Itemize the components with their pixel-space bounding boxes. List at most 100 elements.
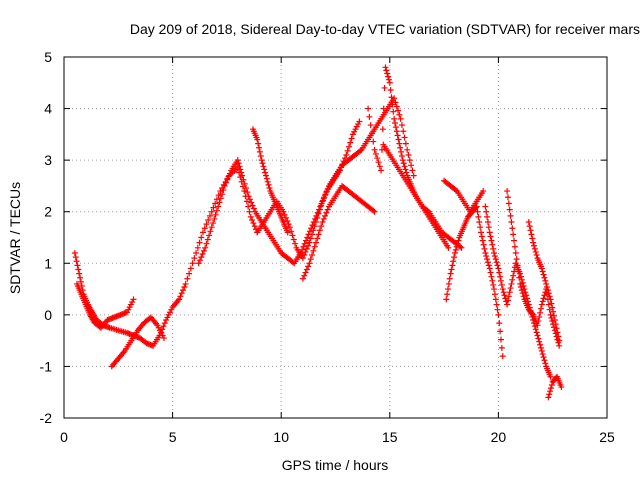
data-point-interp bbox=[398, 122, 405, 129]
data-point bbox=[495, 265, 502, 272]
data-point-interp bbox=[527, 227, 534, 234]
data-point-interp bbox=[311, 223, 318, 230]
data-point bbox=[491, 249, 498, 256]
data-point-interp bbox=[301, 240, 308, 247]
series-sat-n bbox=[525, 219, 563, 344]
data-point bbox=[312, 219, 319, 226]
data-point-interp bbox=[487, 269, 494, 276]
data-point-interp bbox=[496, 320, 503, 327]
data-point-interp bbox=[483, 253, 490, 260]
data-point bbox=[458, 244, 465, 251]
data-point-interp bbox=[485, 262, 492, 269]
data-point-interp bbox=[396, 111, 403, 118]
data-point-interp bbox=[529, 235, 536, 242]
data-point-interp bbox=[510, 272, 517, 279]
data-point-interp bbox=[289, 259, 296, 266]
data-point bbox=[382, 64, 389, 71]
data-point-interp bbox=[314, 209, 321, 216]
data-point-interp bbox=[284, 217, 291, 224]
data-point bbox=[284, 229, 291, 236]
data-point-interp bbox=[266, 184, 273, 191]
y-tick-label: 2 bbox=[44, 204, 52, 220]
data-point-interp bbox=[374, 155, 381, 162]
data-point-interp bbox=[303, 266, 310, 273]
data-point-interp bbox=[498, 336, 505, 343]
data-point-interp bbox=[204, 236, 211, 243]
data-point-interp bbox=[444, 291, 451, 298]
data-point-interp bbox=[194, 244, 201, 251]
data-point-interp bbox=[541, 274, 548, 281]
data-point-interp bbox=[554, 329, 561, 336]
data-point-interp bbox=[210, 204, 217, 211]
data-point-interp bbox=[520, 293, 527, 300]
data-point-interp bbox=[370, 207, 377, 214]
data-point-interp bbox=[393, 128, 400, 135]
data-point-interp bbox=[253, 226, 260, 233]
data-point-interp bbox=[518, 287, 525, 294]
data-point bbox=[504, 188, 511, 195]
data-point-interp bbox=[314, 235, 321, 242]
data-point-interp bbox=[535, 318, 542, 325]
data-point-interp bbox=[196, 239, 203, 246]
data-points bbox=[71, 64, 565, 401]
data-point-interp bbox=[531, 245, 538, 252]
data-point-interp bbox=[505, 200, 512, 207]
data-point-interp bbox=[542, 360, 549, 367]
data-point-interp bbox=[203, 240, 210, 247]
data-point-interp bbox=[400, 160, 407, 167]
data-point-interp bbox=[519, 279, 526, 286]
data-point-interp bbox=[398, 153, 405, 160]
y-tick-label: -2 bbox=[40, 410, 53, 426]
data-point-interp bbox=[475, 213, 482, 220]
data-point-interp bbox=[504, 194, 511, 201]
data-point-interp bbox=[480, 241, 487, 248]
data-point-interp bbox=[200, 247, 207, 254]
data-point-interp bbox=[531, 323, 538, 330]
data-point-interp bbox=[216, 199, 223, 206]
data-point-interp bbox=[494, 306, 501, 313]
data-point-interp bbox=[478, 233, 485, 240]
x-tick-label: 5 bbox=[169, 429, 177, 445]
data-point bbox=[495, 311, 502, 318]
data-point bbox=[410, 172, 417, 179]
data-point-interp bbox=[526, 223, 533, 230]
data-point-interp bbox=[207, 228, 214, 235]
data-point-interp bbox=[161, 320, 168, 327]
data-point bbox=[521, 286, 528, 293]
data-point bbox=[182, 280, 189, 287]
data-point-interp bbox=[379, 126, 386, 133]
data-point-interp bbox=[187, 265, 194, 272]
data-point bbox=[508, 219, 515, 226]
data-point-interp bbox=[226, 170, 233, 177]
data-point-interp bbox=[322, 192, 329, 199]
data-point-interp bbox=[552, 321, 559, 328]
data-point-interp bbox=[347, 139, 354, 146]
data-point bbox=[286, 224, 293, 231]
data-point bbox=[482, 249, 489, 256]
data-point bbox=[556, 342, 563, 349]
data-point-interp bbox=[318, 223, 325, 230]
data-point-interp bbox=[539, 268, 546, 275]
data-point-interp bbox=[553, 325, 560, 332]
data-point-interp bbox=[451, 254, 458, 261]
data-point-interp bbox=[541, 357, 548, 364]
data-point-interp bbox=[381, 84, 388, 91]
data-point-interp bbox=[367, 122, 374, 129]
data-point-interp bbox=[257, 153, 264, 160]
data-point-interp bbox=[498, 281, 505, 288]
data-point-interp bbox=[189, 260, 196, 267]
data-point-interp bbox=[225, 173, 232, 180]
data-point-interp bbox=[522, 289, 529, 296]
data-point-interp bbox=[449, 262, 456, 269]
data-point bbox=[356, 118, 363, 125]
data-point bbox=[508, 280, 515, 287]
data-point-interp bbox=[378, 146, 385, 153]
data-point-interp bbox=[546, 391, 553, 398]
data-point-interp bbox=[305, 242, 312, 249]
plot-frame bbox=[63, 56, 608, 419]
series-sat-a bbox=[71, 164, 261, 349]
data-point-interp bbox=[289, 232, 296, 239]
data-point bbox=[304, 234, 311, 241]
data-point bbox=[547, 296, 554, 303]
data-point-interp bbox=[251, 223, 258, 230]
